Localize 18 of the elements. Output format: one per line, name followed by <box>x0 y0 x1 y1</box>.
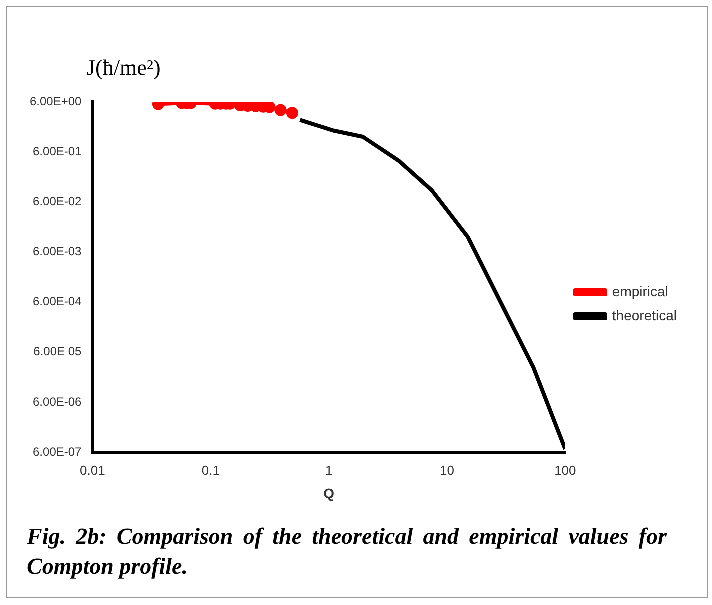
y-axis-title: J(ħ/me²) <box>87 55 161 81</box>
x-tick-label: 1 <box>325 462 333 478</box>
legend-label: empirical <box>612 283 668 300</box>
y-tick-label: 6.00E-06 <box>33 394 82 409</box>
x-axis-title: Q <box>324 485 335 502</box>
x-tick-label: 100 <box>554 462 576 478</box>
legend-label: theoretical <box>612 307 677 324</box>
y-tick-label: 6.00E-02 <box>33 194 82 208</box>
y-tick-label: 6.00E+00 <box>30 94 82 108</box>
caption: Fig. 2b: Comparison of the theoretical and empirical values for Compton profile. <box>27 523 667 581</box>
y-tick-label: 6.00E-01 <box>33 144 82 158</box>
y-tick-label: 6.00E-07 <box>33 444 82 459</box>
x-tick-label: 0.1 <box>202 462 220 478</box>
y-tick-label: 6.00E-03 <box>33 244 82 259</box>
y-tick-label: 6.00E-04 <box>33 294 82 309</box>
x-tick-label: 10 <box>440 462 454 478</box>
y-tick-label: 6.00E 05 <box>34 344 82 359</box>
x-tick-label: 0.01 <box>80 462 106 478</box>
